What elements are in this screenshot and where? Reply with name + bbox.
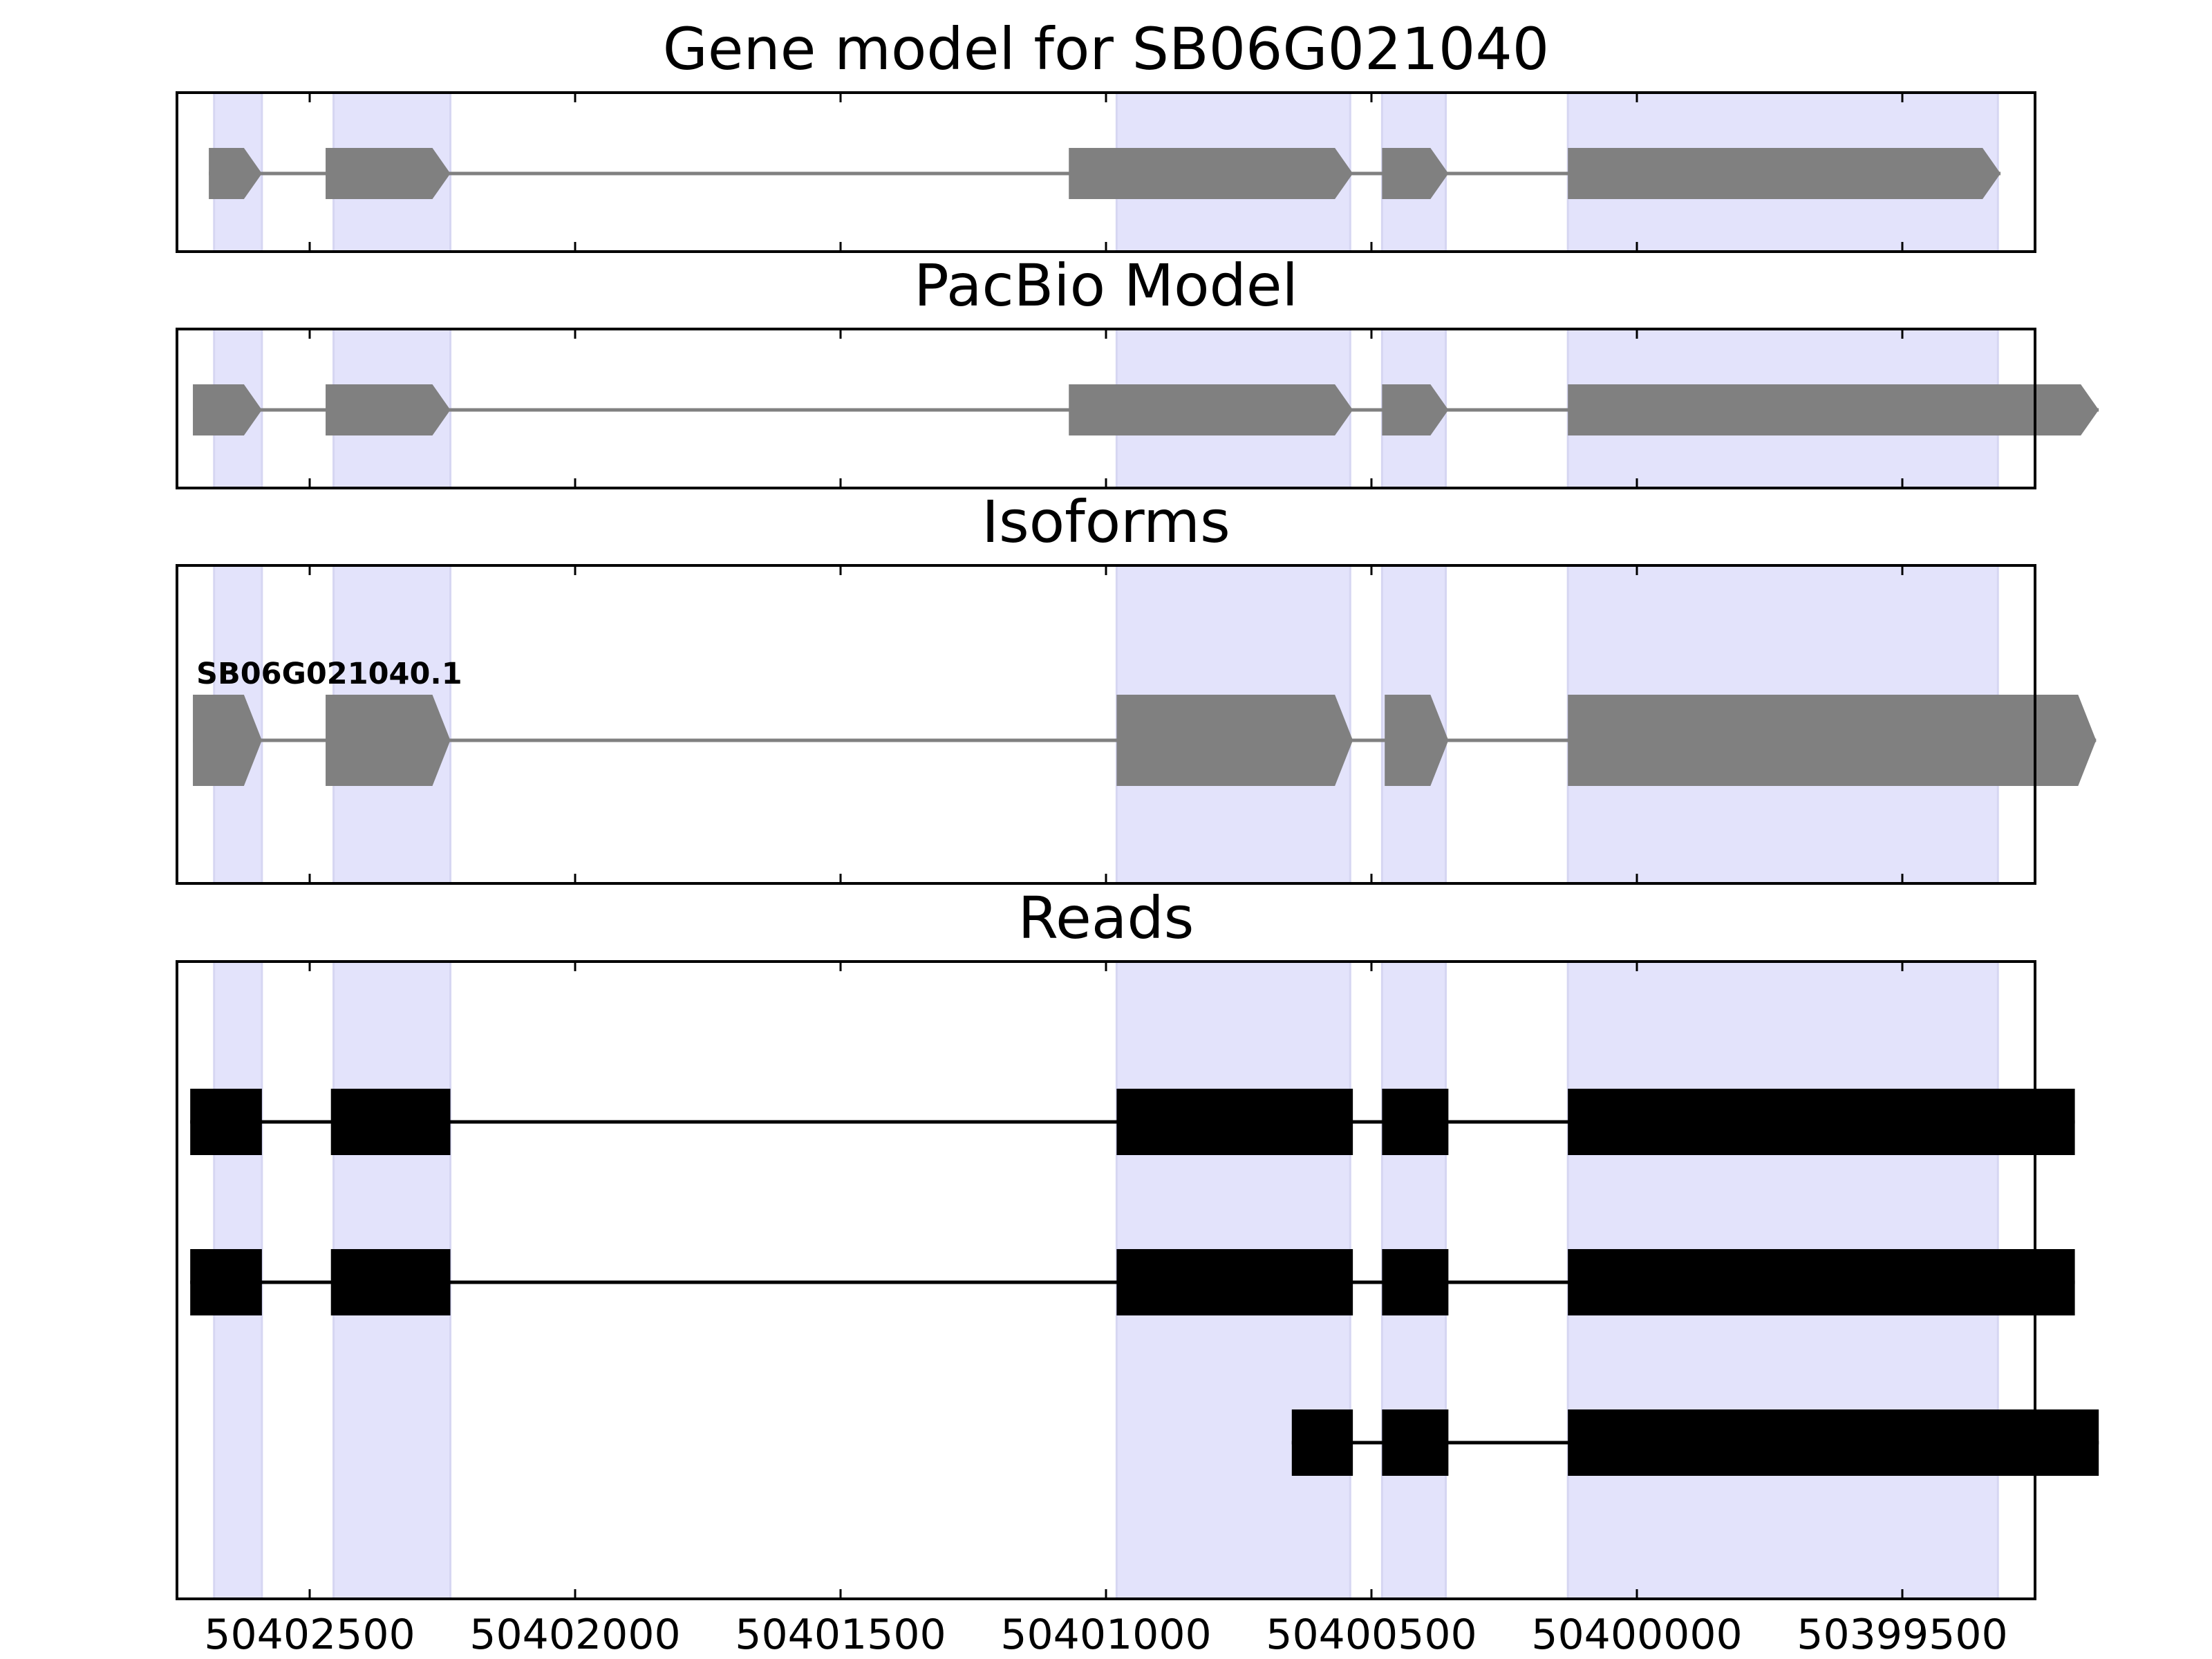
panel-title: PacBio Model bbox=[914, 252, 1298, 319]
panel-3: Reads bbox=[176, 884, 2099, 1600]
exon-arrow bbox=[1382, 148, 1449, 199]
read-block bbox=[1568, 1089, 2075, 1155]
panel-frame bbox=[176, 960, 2036, 1600]
read-block bbox=[330, 1249, 451, 1315]
exon-arrow bbox=[1568, 384, 2099, 435]
read-block bbox=[190, 1249, 262, 1315]
track-0 bbox=[209, 148, 2001, 199]
read-block bbox=[1291, 1409, 1353, 1476]
exon-arrow bbox=[1568, 148, 2001, 199]
exon-arrow bbox=[326, 695, 451, 786]
exon-arrow bbox=[193, 695, 262, 786]
isoform-label: SB06G021040.1 bbox=[196, 657, 462, 691]
x-tick-label: 50401500 bbox=[735, 1611, 946, 1659]
read-block bbox=[1568, 1409, 2099, 1476]
read-block bbox=[330, 1089, 451, 1155]
exon-arrow bbox=[209, 148, 262, 199]
read-block bbox=[1116, 1249, 1353, 1315]
exon-arrow bbox=[1382, 384, 1449, 435]
exon-arrow bbox=[1568, 695, 2097, 786]
track-0 bbox=[190, 1089, 2075, 1155]
exon-arrow bbox=[326, 148, 451, 199]
read-block bbox=[1568, 1249, 2075, 1315]
exon-arrow bbox=[193, 384, 262, 435]
exon-arrow bbox=[1069, 148, 1353, 199]
exon-arrow bbox=[1069, 384, 1353, 435]
read-block bbox=[1382, 1409, 1449, 1476]
exon-arrow bbox=[1385, 695, 1449, 786]
panel-title: Gene model for SB06G021040 bbox=[663, 15, 1549, 83]
panel-title: Isoforms bbox=[982, 488, 1230, 556]
read-block bbox=[1382, 1089, 1449, 1155]
x-tick-label: 50402500 bbox=[204, 1611, 415, 1659]
panel-frame bbox=[176, 564, 2036, 885]
track-0: SB06G021040.1 bbox=[193, 657, 2097, 786]
read-block bbox=[1382, 1249, 1449, 1315]
read-block bbox=[1116, 1089, 1353, 1155]
panel-frame bbox=[176, 91, 2036, 253]
panel-title: Reads bbox=[1018, 884, 1194, 952]
track-0 bbox=[193, 384, 2099, 435]
exon-arrow bbox=[326, 384, 451, 435]
read-block bbox=[190, 1089, 262, 1155]
x-tick-label: 50402000 bbox=[469, 1611, 680, 1659]
track-1 bbox=[190, 1249, 2075, 1315]
x-tick-label: 50399500 bbox=[1797, 1611, 2007, 1659]
panel-2: SB06G021040.1 Isoforms bbox=[176, 488, 2097, 885]
panel-0: Gene model for SB06G021040 bbox=[176, 15, 2036, 253]
x-tick-label: 50400500 bbox=[1266, 1611, 1477, 1659]
x-tick-label: 50400000 bbox=[1531, 1611, 1742, 1659]
panel-1: PacBio Model bbox=[176, 252, 2099, 489]
panel-frame bbox=[176, 328, 2036, 489]
x-tick-label: 50401000 bbox=[1000, 1611, 1211, 1659]
track-2 bbox=[1291, 1409, 2099, 1476]
exon-arrow bbox=[1116, 695, 1353, 786]
